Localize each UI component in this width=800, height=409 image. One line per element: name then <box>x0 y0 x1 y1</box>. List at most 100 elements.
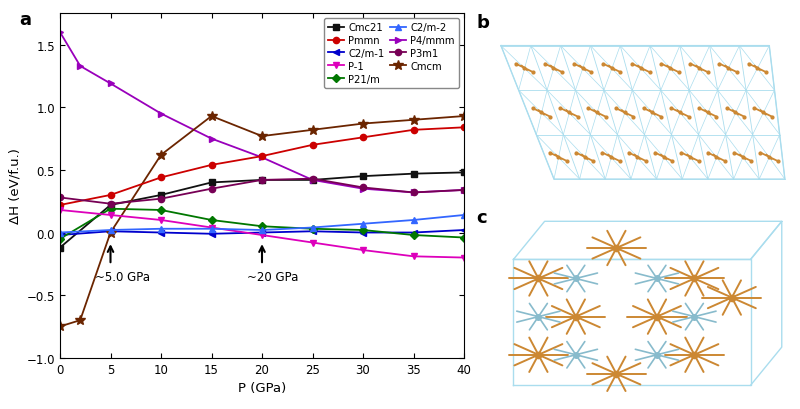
C2/m-2 <box>55 231 65 236</box>
Text: ~20 GPa: ~20 GPa <box>247 270 298 283</box>
C2/m-1 <box>55 233 65 238</box>
C2/m-2 <box>459 213 469 218</box>
P4/mmm <box>106 82 115 87</box>
Cmc21 <box>156 193 166 198</box>
Line: Pmmn: Pmmn <box>57 125 467 209</box>
P-1 <box>206 225 216 230</box>
P21/m <box>358 228 368 233</box>
Text: b: b <box>476 14 489 32</box>
Line: Cmc21: Cmc21 <box>57 170 467 251</box>
Pmmn <box>106 193 115 198</box>
P-1 <box>156 218 166 223</box>
P21/m <box>206 218 216 223</box>
C2/m-2 <box>358 222 368 227</box>
Line: P3m1: P3m1 <box>57 176 467 207</box>
P3m1 <box>308 177 318 182</box>
C2/m-1 <box>409 231 418 236</box>
Cmcm <box>206 114 216 119</box>
C2/m-2 <box>106 228 115 233</box>
Pmmn <box>258 154 267 159</box>
Pmmn <box>55 203 65 208</box>
C2/m-1 <box>206 232 216 237</box>
C2/m-1 <box>459 228 469 233</box>
Cmc21 <box>358 174 368 179</box>
P4/mmm <box>206 137 216 142</box>
P21/m <box>459 236 469 240</box>
C2/m-2 <box>156 227 166 231</box>
C2/m-2 <box>308 225 318 230</box>
P3m1 <box>55 196 65 200</box>
P4/mmm <box>55 31 65 36</box>
Cmc21 <box>106 203 115 208</box>
P21/m <box>258 224 267 229</box>
C2/m-1 <box>156 231 166 236</box>
Cmcm <box>75 318 85 323</box>
P3m1 <box>459 188 469 193</box>
P4/mmm <box>358 187 368 192</box>
C2/m-2 <box>409 218 418 223</box>
Cmc21 <box>308 178 318 183</box>
Cmcm <box>106 231 115 236</box>
P4/mmm <box>459 188 469 193</box>
C2/m-2 <box>258 228 267 233</box>
Pmmn <box>459 126 469 130</box>
Cmc21 <box>206 180 216 185</box>
P21/m <box>106 207 115 212</box>
X-axis label: P (GPa): P (GPa) <box>238 381 286 394</box>
P21/m <box>156 208 166 213</box>
P4/mmm <box>308 178 318 183</box>
P3m1 <box>409 191 418 196</box>
Cmcm <box>409 118 418 123</box>
P21/m <box>55 237 65 242</box>
C2/m-1 <box>308 229 318 234</box>
C2/m-1 <box>358 231 368 236</box>
Text: ~5.0 GPa: ~5.0 GPa <box>95 270 150 283</box>
Pmmn <box>206 163 216 168</box>
P3m1 <box>106 202 115 207</box>
Cmc21 <box>409 172 418 177</box>
P-1 <box>409 254 418 259</box>
Line: C2/m-1: C2/m-1 <box>57 227 467 238</box>
Cmc21 <box>258 178 267 183</box>
Legend: Cmc21, Pmmn, C2/m-1, P-1, P21/m, C2/m-2, P4/mmm, P3m1, Cmcm: Cmc21, Pmmn, C2/m-1, P-1, P21/m, C2/m-2,… <box>324 19 459 88</box>
Cmcm <box>358 122 368 127</box>
Line: P-1: P-1 <box>57 207 467 261</box>
Pmmn <box>156 175 166 180</box>
Cmc21 <box>459 171 469 175</box>
P4/mmm <box>409 191 418 196</box>
Text: c: c <box>476 209 486 227</box>
C2/m-1 <box>258 231 267 236</box>
P-1 <box>106 213 115 218</box>
P-1 <box>308 240 318 245</box>
Cmc21 <box>55 245 65 250</box>
Cmcm <box>459 114 469 119</box>
P21/m <box>409 233 418 238</box>
P4/mmm <box>75 64 85 69</box>
Line: P21/m: P21/m <box>58 207 466 242</box>
C2/m-2 <box>206 227 216 231</box>
P-1 <box>55 208 65 213</box>
Cmcm <box>308 128 318 133</box>
Line: Cmcm: Cmcm <box>55 112 469 331</box>
P-1 <box>358 248 368 253</box>
Y-axis label: ΔH (eV/f.u.): ΔH (eV/f.u.) <box>8 148 21 224</box>
C2/m-1 <box>106 229 115 234</box>
P21/m <box>308 227 318 231</box>
P-1 <box>459 256 469 261</box>
P3m1 <box>358 186 368 191</box>
Line: C2/m-2: C2/m-2 <box>57 212 467 236</box>
Pmmn <box>409 128 418 133</box>
Cmcm <box>258 134 267 139</box>
P3m1 <box>258 178 267 183</box>
P3m1 <box>156 197 166 202</box>
P-1 <box>258 233 267 238</box>
Text: a: a <box>19 11 32 29</box>
Pmmn <box>308 143 318 148</box>
P3m1 <box>206 187 216 192</box>
Line: P4/mmm: P4/mmm <box>57 30 467 196</box>
Cmcm <box>55 324 65 329</box>
Pmmn <box>358 135 368 140</box>
Cmcm <box>156 153 166 158</box>
P4/mmm <box>156 112 166 117</box>
P4/mmm <box>258 155 267 160</box>
